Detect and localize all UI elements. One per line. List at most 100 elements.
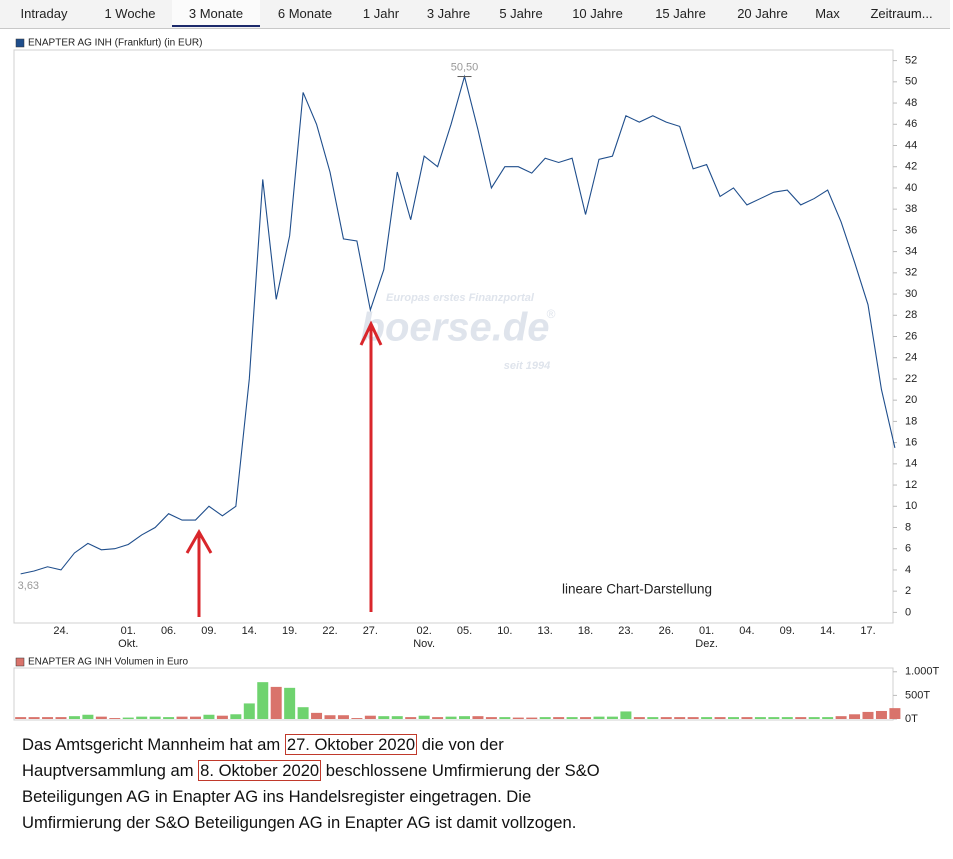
volume-bar — [889, 708, 901, 719]
volume-bar — [741, 717, 753, 719]
volume-bar — [539, 717, 551, 719]
x-tick-label: 09. — [780, 625, 795, 637]
x-tick-label: 05. — [457, 625, 472, 637]
timeframe-tab[interactable]: Max — [815, 6, 840, 21]
volume-bar — [633, 717, 645, 719]
volume-bar — [364, 715, 376, 719]
volume-bar — [324, 715, 336, 719]
caption-text: Hauptversammlung am — [22, 761, 199, 780]
volume-bar — [822, 717, 834, 719]
x-tick-label: 14. — [820, 625, 835, 637]
legend-swatch — [15, 657, 25, 667]
timeframe-tab[interactable]: 1 Jahr — [362, 6, 400, 21]
volume-bar — [163, 717, 175, 719]
y-tick-label: 6 — [905, 543, 911, 555]
volume-bar — [553, 717, 565, 719]
volume-bar — [835, 716, 847, 719]
value-label: 3,63 — [18, 580, 39, 592]
y-tick-label: 4 — [905, 564, 911, 576]
y-tick-label: 46 — [905, 118, 917, 130]
volume-bar — [701, 717, 713, 719]
y-tick-label: 16 — [905, 437, 917, 449]
caption-line: Beteiligungen AG in Enapter AG ins Hande… — [22, 784, 942, 810]
watermark-since: seit 1994 — [504, 360, 550, 372]
watermark-mark: ® — [547, 307, 556, 321]
volume-bar — [714, 717, 726, 719]
x-tick-label: 18. — [578, 625, 593, 637]
x-tick-label: 04. — [739, 625, 754, 637]
legend-label: ENAPTER AG INH Volumen in Euro — [28, 657, 189, 668]
volume-bar — [351, 718, 363, 719]
timeframe-tab[interactable]: 10 Jahre — [572, 6, 623, 21]
volume-bar — [512, 717, 524, 719]
caption-line: Hauptversammlung am 8. Oktober 2020 besc… — [22, 758, 942, 784]
arrowhead — [185, 528, 213, 554]
volume-bar — [15, 717, 27, 719]
y-tick-label: 48 — [905, 97, 917, 109]
boxed-date: 8. Oktober 2020 — [198, 760, 322, 781]
arrowhead — [359, 320, 383, 346]
timeframe-tab[interactable]: 3 Monate — [172, 0, 260, 27]
caption-text: Beteiligungen AG in Enapter AG ins Hande… — [22, 787, 532, 806]
volume-bar — [122, 717, 134, 719]
volume-bar — [754, 717, 766, 719]
y-tick-label: 52 — [905, 55, 917, 67]
timeframe-tab[interactable]: 6 Monate — [277, 6, 333, 21]
y-tick-label: 28 — [905, 309, 917, 321]
watermark-tagline: Europas erstes Finanzportal — [386, 292, 535, 304]
volume-bar — [391, 716, 403, 719]
x-tick-label: 06. — [161, 625, 176, 637]
y-tick-label: 14 — [905, 458, 917, 470]
volume-bar — [257, 682, 269, 719]
volume-bar — [176, 716, 188, 719]
x-tick-sublabel: Nov. — [413, 638, 435, 650]
volume-bar — [593, 716, 605, 719]
y-tick-label: 32 — [905, 267, 917, 279]
x-tick-label: 10. — [497, 625, 512, 637]
caption-line: Umfirmierung der S&O Beteiligungen AG in… — [22, 810, 942, 836]
volume-bar — [378, 716, 390, 719]
volume-bar — [795, 717, 807, 719]
arrows — [185, 320, 383, 617]
volume-bar — [109, 718, 121, 719]
y-tick-label: 44 — [905, 139, 917, 151]
volume-bar — [82, 714, 94, 719]
charts: Europas erstes Finanzportal boerse.de ® … — [13, 38, 940, 725]
x-tick-label: 23. — [618, 625, 633, 637]
caption: Das Amtsgericht Mannheim hat am 27. Okto… — [22, 732, 942, 836]
volume-bar — [284, 687, 296, 719]
timeframe-tab[interactable]: 5 Jahre — [499, 6, 543, 21]
volume-bar — [620, 711, 632, 719]
x-tick-label: 19. — [282, 625, 297, 637]
volume-bar — [418, 715, 430, 719]
volume-bar — [647, 717, 659, 719]
timeframe-tab[interactable]: Intraday — [20, 6, 68, 21]
volume-bar — [68, 716, 80, 719]
caption-text: die von der — [417, 735, 504, 754]
x-tick-sublabel: Okt. — [118, 638, 138, 650]
legend-swatch — [15, 38, 25, 48]
volume-bar — [136, 716, 148, 719]
timeframe-tab[interactable]: Zeitraum... — [870, 6, 933, 21]
volume-bar — [203, 714, 215, 719]
volume-bar — [432, 717, 444, 719]
x-tick-label: 24. — [53, 625, 68, 637]
volume-bar — [580, 717, 592, 719]
y-tick-label: 38 — [905, 203, 917, 215]
x-tick-label: 01. — [699, 625, 714, 637]
volume-bar — [311, 712, 323, 719]
timeframe-tab[interactable]: 20 Jahre — [737, 6, 788, 21]
timeframe-tab[interactable]: 3 Jahre — [426, 6, 471, 21]
volume-bar — [337, 715, 349, 719]
timeframe-tab[interactable]: 15 Jahre — [655, 6, 706, 21]
timeframe-tab[interactable]: 1 Woche — [104, 6, 156, 21]
volume-bar — [459, 716, 470, 719]
y-tick-label: 20 — [905, 394, 917, 406]
y-tick-label: 18 — [905, 415, 917, 427]
chart-annotation: lineare Chart-Darstellung — [562, 582, 712, 597]
x-tick-label: 13. — [538, 625, 553, 637]
volume-bar — [781, 717, 793, 719]
watermark: Europas erstes Finanzportal boerse.de ® … — [361, 292, 556, 372]
y-tick-label: 8 — [905, 521, 911, 533]
legend-label: ENAPTER AG INH (Frankfurt) (in EUR) — [28, 38, 202, 49]
